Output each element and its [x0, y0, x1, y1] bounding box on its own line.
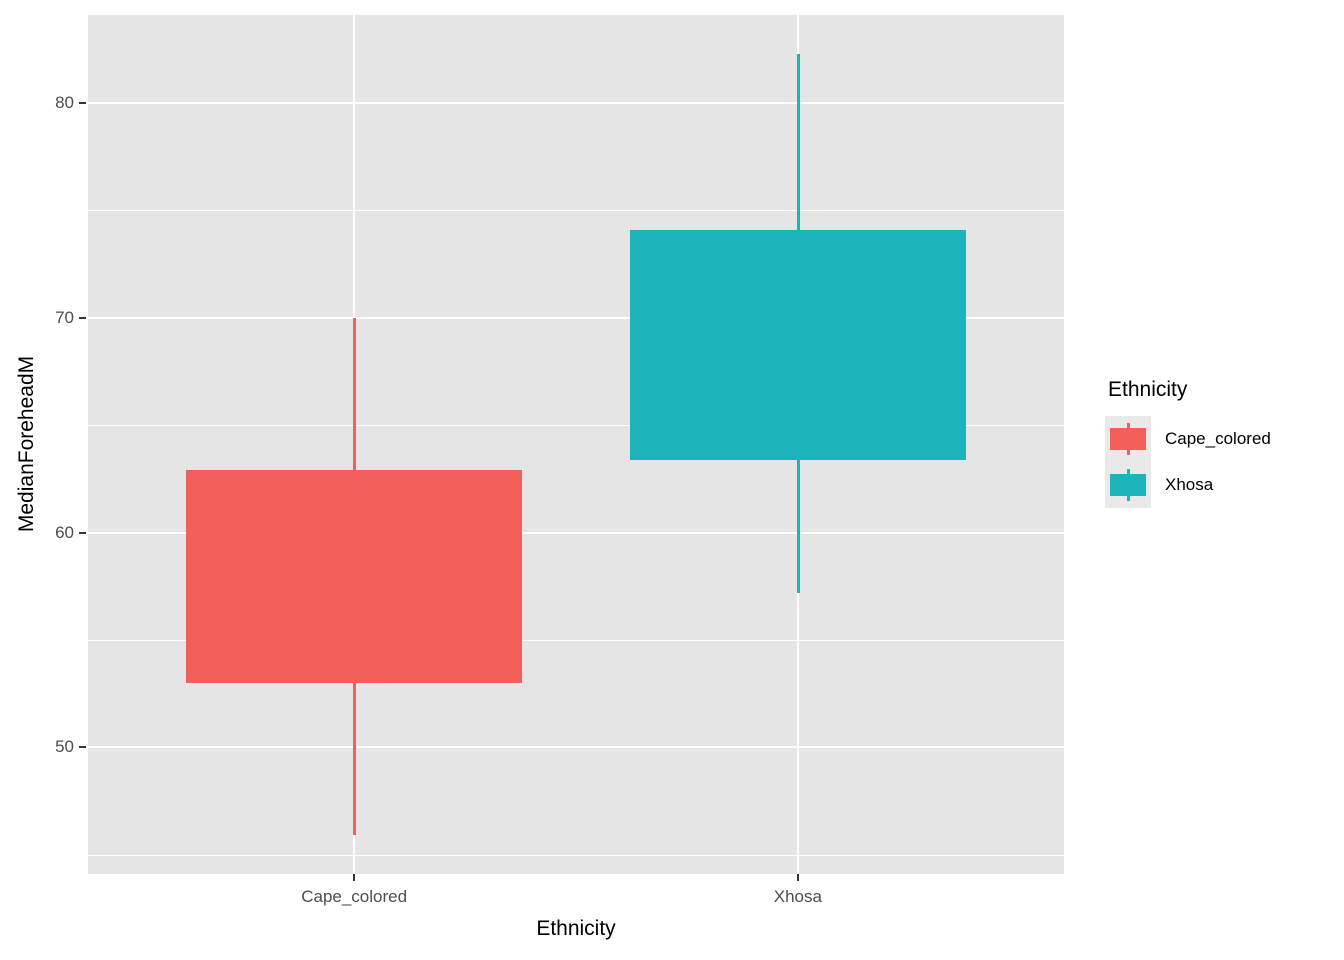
x-tick-label: Xhosa — [773, 887, 822, 906]
legend-entries: Cape_colored Xhosa — [1105, 416, 1271, 508]
boxplot-box — [186, 470, 523, 683]
legend-label: Cape_colored — [1165, 429, 1271, 448]
minor-gridline — [88, 639, 1064, 641]
legend-key-swatch — [1105, 462, 1151, 508]
legend-key-box — [1110, 474, 1146, 496]
minor-gridline — [88, 425, 1064, 427]
y-axis-title: MedianForeheadM — [15, 355, 38, 533]
boxplot-box — [629, 229, 966, 460]
y-tick-label: 80 — [55, 93, 74, 113]
x-tick-mark — [796, 874, 799, 881]
legend-row: Cape_colored — [1105, 416, 1271, 462]
y-tick-mark — [79, 316, 86, 319]
major-gridline — [88, 746, 1064, 749]
y-tick-label: 50 — [55, 737, 74, 757]
legend: Ethnicity Cape_colored Xhosa — [1105, 378, 1271, 508]
major-gridline — [88, 316, 1064, 319]
legend-title: Ethnicity — [1108, 378, 1188, 401]
legend-row: Xhosa — [1105, 462, 1271, 508]
minor-gridline — [88, 210, 1064, 212]
x-tick-label: Cape_colored — [301, 887, 408, 906]
x-tick-mark — [353, 874, 356, 881]
minor-gridline — [88, 854, 1064, 856]
y-tick-label: 60 — [55, 522, 74, 542]
y-tick-mark — [79, 531, 86, 534]
x-axis-title: Ethnicity — [536, 917, 616, 940]
plot-panel — [88, 15, 1064, 874]
y-tick-label: 70 — [55, 307, 74, 327]
legend-label: Xhosa — [1165, 475, 1214, 494]
legend-key-box — [1110, 428, 1146, 450]
y-tick-mark — [79, 102, 86, 105]
y-tick-mark — [79, 746, 86, 749]
major-gridline — [88, 102, 1064, 105]
legend-key-swatch — [1105, 416, 1151, 462]
major-gridline — [88, 531, 1064, 534]
